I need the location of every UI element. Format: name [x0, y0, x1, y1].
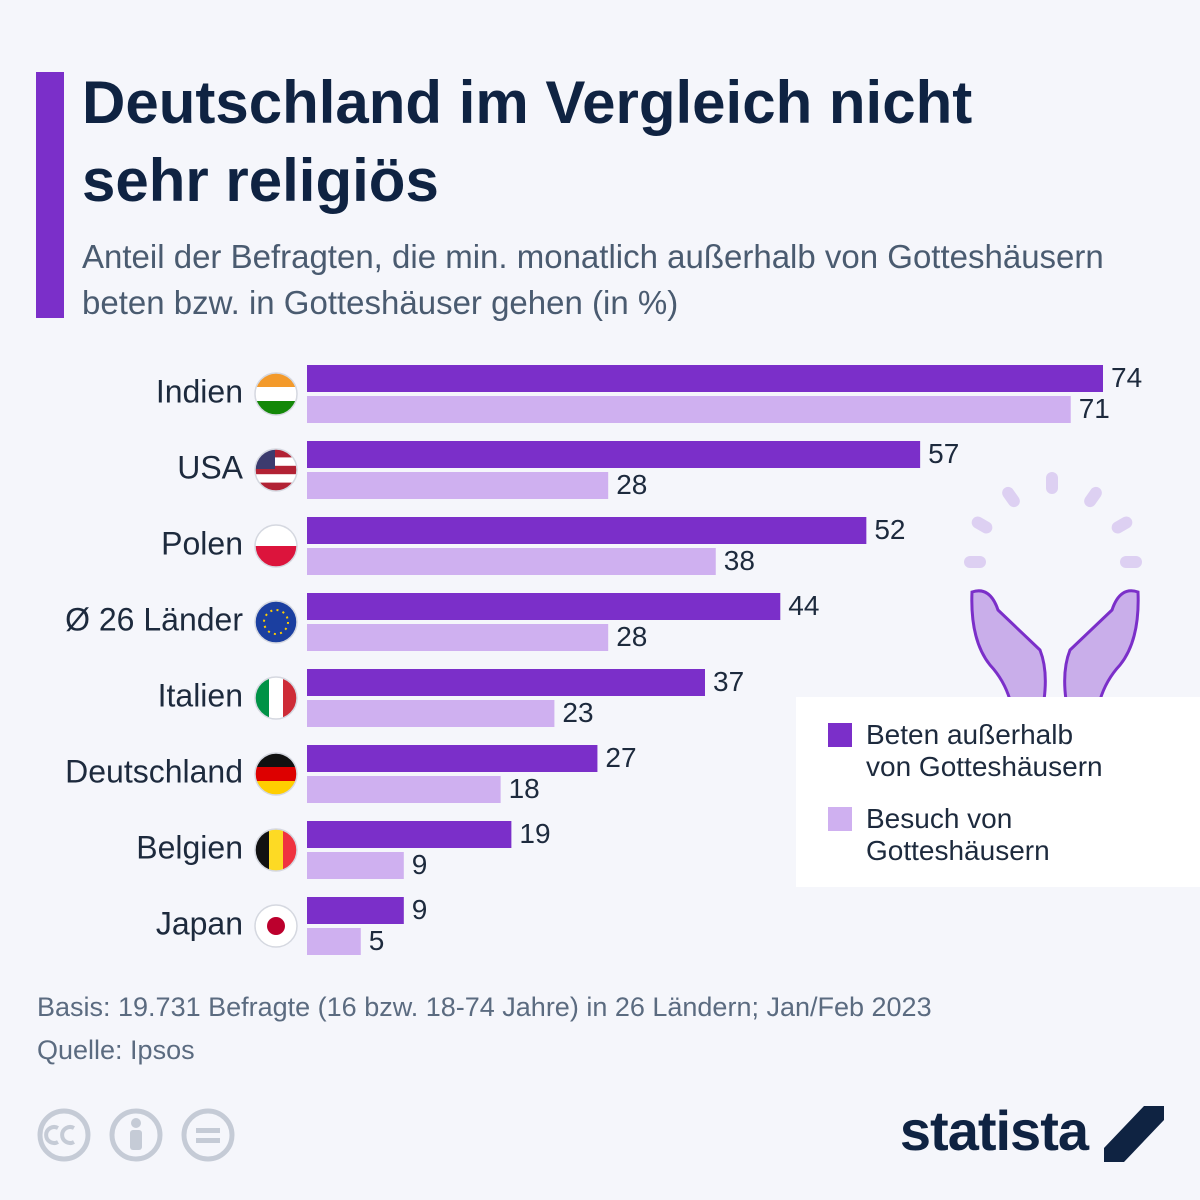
category-label: Japan	[156, 905, 243, 941]
flag-stripe	[255, 373, 297, 388]
bar	[307, 624, 609, 651]
flag-stripe	[255, 753, 297, 768]
legend-swatch	[828, 723, 852, 747]
chart-subtitle: Anteil der Befragten, die min. monatlich…	[82, 238, 1104, 321]
brand-mark	[1104, 1106, 1164, 1162]
bar	[307, 776, 501, 803]
flag-border	[254, 828, 298, 872]
legend: Beten außerhalb von Gotteshäusern Besuch …	[796, 697, 1200, 887]
value-label: 28	[616, 469, 647, 500]
brand-logo: statista	[899, 1099, 1089, 1162]
legend-label: Besuch von Gotteshäusern	[866, 803, 1050, 866]
flag	[255, 525, 297, 567]
flag-stripe	[269, 829, 284, 871]
bar	[307, 745, 598, 772]
bar	[307, 365, 1103, 392]
legend-swatch	[828, 807, 852, 831]
bar	[307, 548, 716, 575]
value-label: 44	[788, 590, 819, 621]
category-label: Polen	[161, 525, 243, 561]
flag-stripe	[255, 677, 270, 719]
value-label: 18	[509, 773, 540, 804]
flag-border	[254, 752, 298, 796]
flag-stripe	[255, 767, 297, 782]
flag-stars	[263, 609, 289, 635]
flag-stripe	[255, 482, 297, 491]
value-label: 38	[724, 545, 755, 576]
flag-border	[254, 524, 298, 568]
flag-stripe	[255, 465, 297, 475]
bar	[307, 593, 781, 620]
flag-border	[254, 448, 298, 492]
legend-item: Besuch von Gotteshäusern	[828, 803, 1121, 867]
value-label: 28	[616, 621, 647, 652]
value-label: 74	[1111, 362, 1142, 393]
flag-border	[254, 676, 298, 720]
flag-stripe	[269, 677, 284, 719]
category-label: Indien	[156, 373, 243, 409]
bar	[307, 852, 404, 879]
bar	[307, 517, 867, 544]
bar	[307, 396, 1071, 423]
category-label: Deutschland	[65, 753, 243, 789]
value-label: 57	[928, 438, 959, 469]
flag-stripe	[255, 449, 297, 458]
bar	[307, 441, 921, 468]
chart-title: Deutschland im Vergleich nicht sehr reli…	[82, 69, 973, 214]
value-label: 19	[519, 818, 550, 849]
flag-border	[254, 904, 298, 948]
flag-stripe	[255, 525, 297, 547]
category-label: USA	[177, 449, 243, 485]
flag	[255, 601, 297, 643]
flag-stripe	[255, 457, 297, 467]
flag-border	[254, 372, 298, 416]
bar	[307, 821, 512, 848]
bar	[307, 700, 555, 727]
hands-icon	[964, 472, 1142, 702]
value-label: 71	[1079, 393, 1110, 424]
value-label: 23	[562, 697, 593, 728]
category-label: Ø 26 Länder	[65, 601, 243, 637]
flag-stripe	[255, 387, 297, 402]
value-label: 27	[605, 742, 636, 773]
flag-stripe	[255, 546, 297, 567]
value-label: 9	[412, 849, 428, 880]
legend-item: Beten außerhalb von Gotteshäusern	[828, 719, 1121, 783]
flag-stripe	[255, 601, 297, 643]
flag-border	[254, 600, 298, 644]
value-label: 37	[713, 666, 744, 697]
flag-stripe	[255, 474, 297, 484]
flag-dot	[267, 917, 285, 935]
flag	[255, 905, 297, 947]
bar	[307, 669, 705, 696]
legend-label: Beten außerhalb von Gotteshäusern	[866, 719, 1103, 782]
category-label: Belgien	[136, 829, 243, 865]
accent-bar	[36, 72, 64, 318]
source: Quelle: Ipsos	[37, 1035, 195, 1065]
bar	[307, 472, 609, 499]
footnote: Basis: 19.731 Befragte (16 bzw. 18-74 Ja…	[37, 992, 932, 1022]
bar	[307, 897, 404, 924]
value-label: 5	[369, 925, 385, 956]
flag-stripe	[255, 829, 270, 871]
bar	[307, 928, 361, 955]
category-label: Italien	[158, 677, 243, 713]
license-icons	[37, 1108, 235, 1162]
value-label: 9	[412, 894, 428, 925]
value-label: 52	[874, 514, 905, 545]
